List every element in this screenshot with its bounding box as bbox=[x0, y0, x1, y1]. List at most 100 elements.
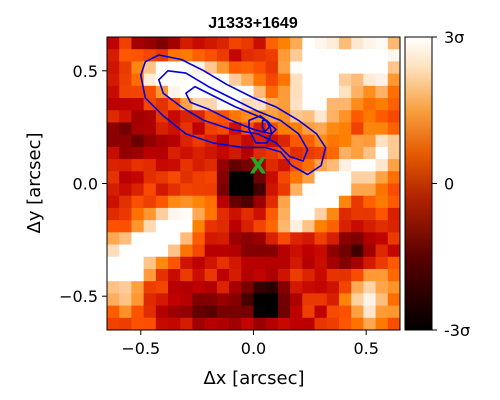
heatmap-cell bbox=[302, 37, 315, 50]
heatmap-cell bbox=[180, 317, 193, 330]
heatmap-cell bbox=[326, 268, 340, 282]
heatmap-cell bbox=[192, 183, 206, 197]
heatmap-cell bbox=[375, 293, 389, 306]
heatmap-cell bbox=[314, 195, 328, 209]
heatmap-cell bbox=[277, 146, 291, 160]
heatmap-cell bbox=[338, 293, 352, 306]
heatmap-cell bbox=[375, 281, 389, 294]
heatmap-cell bbox=[290, 37, 303, 50]
heatmap-cell bbox=[277, 317, 291, 330]
heatmap-cell bbox=[351, 281, 364, 294]
heatmap-cell bbox=[277, 232, 291, 245]
heatmap-cell bbox=[375, 183, 389, 197]
heatmap-cell bbox=[387, 268, 400, 282]
heatmap-cell bbox=[143, 73, 157, 87]
heatmap-cell bbox=[119, 49, 132, 62]
heatmap-cell bbox=[290, 207, 303, 221]
heatmap-cell bbox=[168, 281, 181, 294]
heatmap-cell bbox=[326, 98, 340, 111]
heatmap-cell bbox=[375, 159, 389, 172]
heatmap-cell bbox=[363, 49, 376, 62]
heatmap-cell bbox=[351, 195, 364, 209]
heatmap-cell bbox=[119, 159, 132, 172]
heatmap-cell bbox=[131, 207, 145, 221]
heatmap-cell bbox=[363, 61, 376, 75]
heatmap-cell bbox=[216, 98, 230, 111]
heatmap-cell bbox=[338, 37, 352, 50]
heatmap-cell bbox=[375, 122, 389, 136]
heatmap-cell bbox=[338, 305, 352, 319]
heatmap-cell bbox=[351, 159, 364, 172]
heatmap-cell bbox=[143, 134, 157, 148]
heatmap-cell bbox=[363, 281, 376, 294]
heatmap-cell bbox=[302, 207, 315, 221]
heatmap-cell bbox=[253, 220, 267, 233]
heatmap-cell bbox=[192, 256, 206, 270]
heatmap-cell bbox=[168, 49, 181, 62]
heatmap-cell bbox=[131, 61, 145, 75]
heatmap-cell bbox=[387, 305, 400, 319]
heatmap-cell bbox=[241, 61, 254, 75]
heatmap-cell bbox=[290, 244, 303, 258]
heatmap-cell bbox=[131, 49, 145, 62]
heatmap-cell bbox=[277, 281, 291, 294]
heatmap-cell bbox=[387, 171, 400, 184]
heatmap-cell bbox=[168, 220, 181, 233]
heatmap-cell bbox=[290, 49, 303, 62]
heatmap-cell bbox=[192, 268, 206, 282]
heatmap-cell bbox=[168, 171, 181, 184]
heatmap-cell bbox=[216, 146, 230, 160]
heatmap-cell bbox=[338, 49, 352, 62]
heatmap-cell bbox=[363, 268, 376, 282]
heatmap-cell bbox=[375, 98, 389, 111]
heatmap-cell bbox=[326, 256, 340, 270]
heatmap-cell bbox=[143, 110, 157, 123]
heatmap-cell bbox=[192, 293, 206, 306]
heatmap-cell bbox=[351, 146, 364, 160]
heatmap-cell bbox=[314, 98, 328, 111]
heatmap-cell bbox=[180, 37, 193, 50]
heatmap-cell bbox=[229, 159, 242, 172]
heatmap-cell bbox=[326, 110, 340, 123]
heatmap-cell bbox=[387, 207, 400, 221]
heatmap-cell bbox=[119, 244, 132, 258]
heatmap-cell bbox=[216, 207, 230, 221]
heatmap-cell bbox=[204, 159, 218, 172]
heatmap-cell bbox=[204, 268, 218, 282]
marker-layer: X bbox=[250, 154, 267, 179]
heatmap-cell bbox=[131, 232, 145, 245]
heatmap-cell bbox=[204, 146, 218, 160]
heatmap-cell bbox=[375, 220, 389, 233]
heatmap-cell bbox=[253, 73, 267, 87]
heatmap-cell bbox=[241, 49, 254, 62]
heatmap-cell bbox=[107, 110, 120, 123]
heatmap-cell bbox=[363, 220, 376, 233]
heatmap-cell bbox=[229, 244, 242, 258]
heatmap-cell bbox=[204, 61, 218, 75]
heatmap-cell bbox=[290, 281, 303, 294]
heatmap-cell bbox=[107, 232, 120, 245]
heatmap-cell bbox=[143, 85, 157, 99]
heatmap-cell bbox=[351, 110, 364, 123]
heatmap-cell bbox=[241, 305, 254, 319]
contours bbox=[140, 54, 327, 176]
heatmap-cell bbox=[253, 207, 267, 221]
heatmap-cell bbox=[375, 232, 389, 245]
heatmap-cell bbox=[204, 207, 218, 221]
heatmap-cell bbox=[290, 134, 303, 148]
heatmap-cell bbox=[351, 73, 364, 87]
heatmap-cell bbox=[241, 73, 254, 87]
source-marker: X bbox=[250, 154, 267, 179]
heatmap-cell bbox=[143, 281, 157, 294]
heatmap-cell bbox=[168, 110, 181, 123]
y-tick-label: 0.0 bbox=[73, 175, 98, 194]
heatmap-cell bbox=[277, 268, 291, 282]
heatmap-cell bbox=[143, 305, 157, 319]
heatmap-cell bbox=[192, 244, 206, 258]
heatmap-cell bbox=[351, 61, 364, 75]
heatmap-cell bbox=[155, 232, 169, 245]
heatmap-cell bbox=[107, 244, 120, 258]
heatmap-cell bbox=[326, 171, 340, 184]
heatmap-cell bbox=[326, 122, 340, 136]
contour-line-4 bbox=[248, 115, 273, 144]
